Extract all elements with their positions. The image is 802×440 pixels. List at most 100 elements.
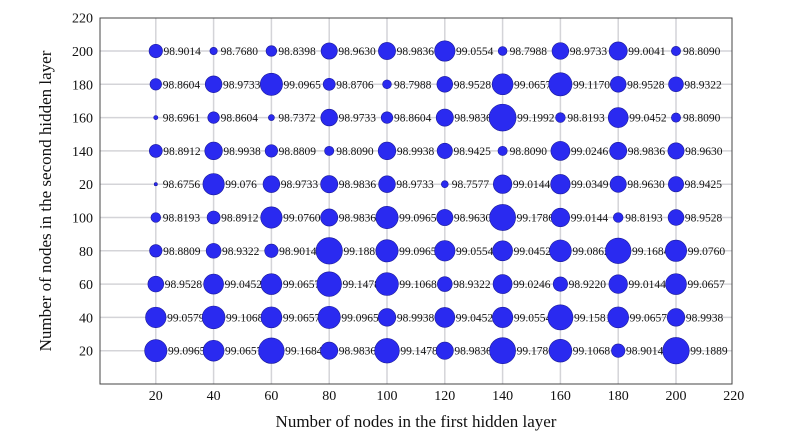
bubble-value-label: 98.8193	[567, 113, 605, 125]
bubble-value-label: 99.1684	[285, 346, 323, 358]
bubble-value-label: 98.9220	[569, 279, 607, 291]
x-tick-label: 120	[434, 389, 455, 404]
bubble-value-label: 98.9322	[684, 79, 722, 91]
bubble	[148, 43, 163, 59]
bubble	[497, 46, 508, 56]
bubble	[260, 206, 283, 229]
bubble-value-label: 98.9733	[281, 179, 319, 191]
bubble	[552, 276, 568, 292]
bubble-value-label: 98.7988	[394, 79, 432, 91]
bubble	[147, 275, 165, 293]
bubble	[668, 176, 684, 193]
bubble	[547, 304, 574, 331]
bubble	[322, 77, 336, 91]
bubble	[549, 239, 572, 263]
bubble-value-label: 98.7680	[221, 46, 259, 58]
bubble	[489, 204, 516, 231]
bubble	[665, 239, 687, 262]
bubble-value-label: 99.1786	[517, 346, 555, 358]
x-tick-label: 80	[322, 389, 336, 404]
bubble	[551, 42, 570, 60]
bubble-value-label: 99.0554	[456, 246, 494, 258]
x-tick-label: 140	[492, 389, 513, 404]
bubble-value-label: 99.1068	[226, 312, 264, 324]
bubble	[264, 243, 279, 258]
bubble	[550, 174, 571, 195]
bubble-value-label: 99.0452	[225, 279, 263, 291]
y-tick-label: 60	[79, 278, 93, 293]
bubble-value-label: 98.9938	[223, 146, 261, 158]
bubble-value-label: 98.8809	[279, 146, 317, 158]
bubble-value-label: 99.1889	[343, 246, 381, 258]
bubble	[265, 45, 278, 57]
bubble	[378, 42, 396, 60]
bubble-value-label: 99.0657	[225, 346, 263, 358]
bubble	[608, 41, 628, 61]
y-tick-label: 40	[79, 311, 93, 326]
bubble	[148, 144, 163, 158]
bubble	[492, 240, 513, 262]
bubble	[149, 78, 162, 91]
bubble-value-label: 99.0965	[341, 312, 379, 324]
bubble	[667, 209, 685, 226]
bubble-value-label: 99.0452	[629, 113, 667, 125]
bubble-value-label: 98.8912	[163, 146, 201, 158]
bubble-value-label: 98.9630	[338, 46, 376, 58]
bubble-value-label: 98.9836	[397, 46, 435, 58]
bubble-value-label: 98.9836	[339, 179, 377, 191]
bubble-value-label: 99.1889	[690, 346, 728, 358]
x-tick-label: 180	[608, 389, 629, 404]
bubble	[435, 341, 454, 360]
bubble-value-label: 99.0760	[688, 246, 726, 258]
bubble-value-label: 98.9322	[453, 279, 491, 291]
bubble	[609, 141, 628, 160]
bubble-value-label: 99.0965	[399, 213, 437, 225]
bubble-value-label: 98.9425	[685, 179, 723, 191]
bubble-value-label: 98.8398	[278, 46, 316, 58]
bubble	[375, 239, 399, 263]
bubble	[493, 174, 513, 194]
x-tick-label: 160	[550, 389, 571, 404]
bubble-value-label: 99.0452	[456, 312, 494, 324]
bubble	[375, 206, 399, 229]
bubble	[491, 73, 514, 96]
bubble	[378, 175, 396, 193]
bubble-value-label: 98.8090	[683, 46, 721, 58]
bubble-value-label: 98.9836	[454, 113, 492, 125]
y-tick-label: 180	[72, 78, 93, 93]
bubble	[608, 274, 628, 294]
bubble-value-label: 98.8912	[221, 213, 259, 225]
bubble	[320, 208, 339, 227]
bubble-value-label: 98.7372	[278, 113, 316, 125]
y-tick-label: 220	[72, 12, 93, 27]
bubble	[205, 243, 222, 259]
bubble	[434, 307, 456, 328]
bubble-value-label: 98.9836	[454, 346, 492, 358]
bubble	[437, 276, 453, 292]
x-tick-label: 100	[377, 389, 398, 404]
y-tick-label: 200	[72, 45, 93, 60]
bubble	[382, 79, 392, 90]
bubble	[436, 142, 453, 159]
bubble	[436, 76, 454, 93]
bubble-value-label: 98.9836	[339, 213, 377, 225]
bubble	[377, 141, 397, 161]
bubble-value-label: 99.0657	[687, 279, 725, 291]
bubble-value-label: 99.0579	[167, 312, 205, 324]
bubble	[609, 175, 627, 193]
bubble	[320, 175, 339, 194]
bubble-value-label: 99.0554	[456, 46, 494, 58]
bubble-value-label: 98.6756	[163, 179, 201, 191]
bubble	[605, 237, 632, 264]
y-tick-label: 20	[79, 345, 93, 360]
bubble	[607, 306, 629, 329]
bubble-value-label: 98.9938	[686, 312, 724, 324]
y-axis-label: Number of nodes in the second hidden lay…	[36, 50, 55, 351]
bubble-value-label: 99.0349	[571, 179, 609, 191]
bubble-value-label: 98.8604	[394, 113, 432, 125]
x-tick-label: 40	[207, 389, 221, 404]
bubble	[204, 75, 223, 93]
bubble-value-label: 98.9836	[339, 346, 377, 358]
bubble	[258, 337, 285, 364]
bubble	[613, 212, 624, 223]
